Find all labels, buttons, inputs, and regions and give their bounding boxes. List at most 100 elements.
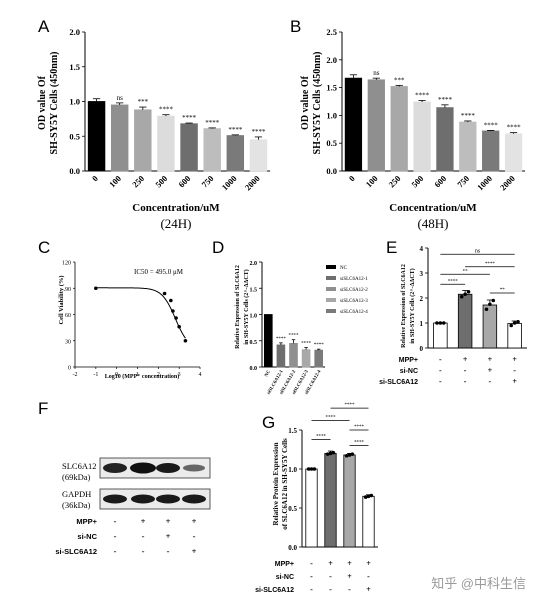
y-tick-label: 1.0	[250, 314, 258, 320]
x-tick-label: 0	[347, 173, 357, 183]
data-point	[94, 286, 98, 291]
x-tick-label: -2	[73, 372, 78, 378]
bar	[362, 495, 375, 548]
panel-e-ylabel-1: Relative Expression of SLC6A12	[401, 264, 407, 348]
y-tick-label: 0.0	[69, 166, 80, 176]
significance-label: ****	[316, 434, 327, 439]
bar	[305, 468, 318, 548]
legend-label: siSLC6A12-1	[340, 277, 368, 282]
x-tick-label: 2000	[243, 173, 262, 192]
sign-cell: -	[439, 377, 442, 386]
panel-a-chart: 0.0 0.5 1.0 1.5 2.0 0 ns 100 *** 250 **** 500 **** 60…	[69, 27, 270, 192]
x-tick-label: 4	[199, 372, 202, 378]
y-tick-label: 1.5	[288, 427, 297, 435]
row-label: si-NC	[77, 532, 97, 541]
panel-d-ylabel-2: in SH-SY5Y Cells (2^-ΔΔCT)	[243, 269, 250, 344]
bar	[507, 323, 522, 349]
sign-cell: -	[439, 355, 442, 364]
legend-label: siSLC6A12-2	[340, 288, 368, 293]
significance-label: ****	[484, 121, 499, 129]
bar	[482, 304, 498, 349]
data-point	[509, 323, 514, 328]
sign-cell: -	[329, 572, 332, 581]
y-tick-label: 0.0	[288, 544, 297, 552]
y-tick-label: 0	[420, 345, 424, 353]
data-point	[463, 292, 467, 297]
sign-cell: +	[366, 585, 371, 594]
legend-label: NC	[340, 266, 348, 271]
row-label: MPP+	[275, 561, 294, 568]
band-slc6a12-kda: (69kDa)	[62, 472, 90, 482]
y-tick-label: 1.0	[326, 110, 337, 120]
panel-d-chart: 0.0 0.5 1.0 1.5 2.0 NC **** siSLC6A12-1 **** siSL…	[250, 261, 369, 396]
panel-g-chart: 0.0 0.5 1.0 1.5 **** **** **** **** **** MPP+ - + + +…	[255, 403, 378, 594]
y-tick-label: 60	[65, 313, 71, 319]
bar	[413, 101, 431, 172]
panel-letter-g: G	[262, 413, 275, 432]
data-point	[183, 338, 188, 343]
bar	[504, 133, 523, 172]
sign-cell: -	[167, 546, 170, 556]
legend-swatch	[326, 287, 336, 291]
panel-b-ylabel-1: OD value Of	[300, 75, 311, 130]
sign-cell: -	[310, 559, 313, 568]
sign-cell: -	[348, 585, 351, 594]
row-label: si-NC	[276, 574, 294, 581]
bar	[482, 130, 500, 172]
significance-label: ***	[138, 98, 149, 106]
sign-cell: -	[464, 366, 467, 375]
bar	[157, 115, 175, 172]
band	[130, 462, 156, 474]
significance-label: ****	[507, 124, 522, 132]
panel-letter-e: E	[386, 238, 397, 257]
data-point	[177, 324, 181, 329]
sign-cell: +	[488, 366, 493, 375]
y-tick-label: 1	[420, 320, 424, 328]
sign-cell: +	[512, 355, 517, 364]
sign-cell: -	[142, 546, 145, 556]
y-tick-label: 2.0	[69, 27, 80, 37]
y-tick-label: 1.5	[326, 83, 337, 93]
data-point	[169, 298, 173, 303]
panel-a-ylabel-1: OD value Of	[37, 75, 48, 130]
data-point	[516, 319, 520, 324]
bar	[110, 104, 129, 172]
y-tick-label: 2	[420, 295, 424, 303]
data-point	[171, 309, 175, 313]
significance-label: ****	[326, 416, 337, 421]
x-tick-label: 2	[157, 372, 160, 378]
data-point	[325, 452, 330, 456]
bar	[343, 454, 356, 548]
data-point	[512, 321, 517, 325]
sign-cell: +	[141, 516, 146, 526]
x-tick-label: 1	[136, 372, 139, 378]
data-point	[438, 321, 443, 325]
panel-b-chart: 0.0 0.5 1.0 1.5 2.0 2.5 0 ns 100 *** 250 **** 500 ***…	[326, 27, 525, 192]
panel-letter-a: A	[38, 17, 50, 36]
x-tick-label: 3	[178, 372, 181, 378]
y-tick-label: 3	[420, 270, 424, 278]
band	[156, 463, 180, 473]
significance-label: ****	[182, 114, 197, 122]
panel-g-ylabel-1: Relative Protein Expression	[272, 442, 280, 525]
significance-label: ****	[354, 441, 365, 446]
data-point	[312, 467, 317, 471]
legend-label: siSLC6A12-3	[340, 299, 368, 304]
fit-curve	[95, 287, 186, 339]
y-tick-label: 30	[65, 339, 71, 345]
significance-label: **	[463, 269, 469, 274]
sign-cell: +	[192, 546, 197, 556]
significance-label: ****	[289, 334, 300, 339]
bar	[263, 314, 273, 368]
significance-label: ****	[438, 96, 453, 104]
x-tick-label: 250	[387, 173, 403, 189]
bar	[87, 101, 106, 172]
sign-cell: +	[512, 377, 517, 386]
y-tick-label: 2.0	[250, 261, 258, 267]
sign-cell: +	[488, 355, 493, 364]
panel-e-ylabel-2: in SH-SY5Y Cells (2^-ΔΔCT)	[409, 268, 416, 343]
y-tick-label: 2.5	[326, 27, 337, 37]
bar	[367, 79, 385, 172]
y-tick-label: 1.5	[250, 287, 258, 293]
band	[182, 494, 206, 504]
